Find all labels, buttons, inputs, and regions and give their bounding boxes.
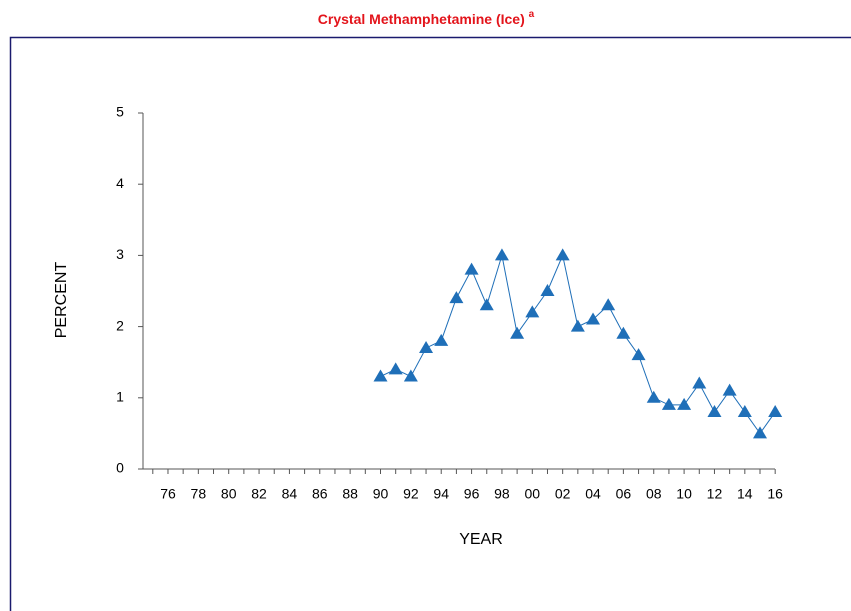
- x-tick-label: 94: [433, 486, 449, 502]
- point-marker: [631, 348, 646, 361]
- point-marker: [434, 333, 449, 346]
- point-marker: [555, 248, 570, 261]
- point-marker: [525, 305, 540, 318]
- point-marker: [449, 291, 464, 304]
- x-tick-label: 16: [767, 486, 783, 502]
- y-tick-label: 3: [116, 246, 124, 262]
- x-tick-label: 90: [373, 486, 389, 502]
- y-tick-label: 2: [116, 317, 124, 333]
- x-tick-label: 98: [494, 486, 510, 502]
- x-tick-label: 04: [585, 486, 601, 502]
- x-tick-label: 84: [282, 486, 298, 502]
- x-tick-label: 12: [707, 486, 723, 502]
- x-tick-label: 76: [160, 486, 176, 502]
- point-marker: [768, 405, 783, 418]
- point-marker: [692, 376, 707, 389]
- point-marker: [677, 397, 692, 410]
- x-tick-label: 86: [312, 486, 328, 502]
- x-tick-label: 88: [342, 486, 358, 502]
- x-tick-label: 08: [646, 486, 662, 502]
- x-tick-label: 78: [191, 486, 207, 502]
- point-marker: [388, 362, 403, 375]
- x-tick-label: 06: [616, 486, 632, 502]
- x-axis-label: YEAR: [459, 531, 503, 548]
- x-tick-label: 10: [676, 486, 692, 502]
- y-tick-label: 5: [116, 104, 124, 120]
- point-marker: [661, 397, 676, 410]
- point-marker: [373, 369, 388, 382]
- point-marker: [570, 319, 585, 332]
- x-tick-label: 96: [464, 486, 480, 502]
- point-marker: [753, 426, 767, 439]
- point-marker: [586, 312, 601, 325]
- point-marker: [722, 383, 737, 396]
- chart-title: Crystal Methamphetamine (Ice) a: [318, 9, 535, 27]
- y-tick-label: 0: [116, 460, 124, 476]
- point-marker: [479, 298, 494, 311]
- x-tick-label: 14: [737, 486, 753, 502]
- y-tick-label: 4: [116, 175, 124, 191]
- point-marker: [464, 262, 479, 275]
- point-marker: [403, 369, 418, 382]
- point-marker: [419, 340, 434, 353]
- y-tick-label: 1: [116, 389, 124, 405]
- point-marker: [510, 326, 525, 339]
- x-tick-label: 82: [251, 486, 267, 502]
- point-marker: [540, 284, 555, 296]
- point-marker: [494, 248, 509, 261]
- point-marker: [616, 326, 631, 339]
- point-marker: [737, 405, 752, 418]
- frame: [9, 36, 851, 611]
- point-marker: [707, 405, 722, 418]
- point-marker: [646, 390, 661, 403]
- x-tick-label: 00: [525, 486, 541, 502]
- title-text: Crystal Methamphetamine (Ice): [318, 11, 525, 27]
- x-tick-label: 92: [403, 486, 419, 502]
- x-tick-label: 80: [221, 486, 237, 502]
- x-tick-label: 02: [555, 486, 571, 502]
- title-note: a: [529, 9, 535, 20]
- point-marker: [601, 298, 616, 311]
- y-axis-label: PERCENT: [53, 262, 70, 339]
